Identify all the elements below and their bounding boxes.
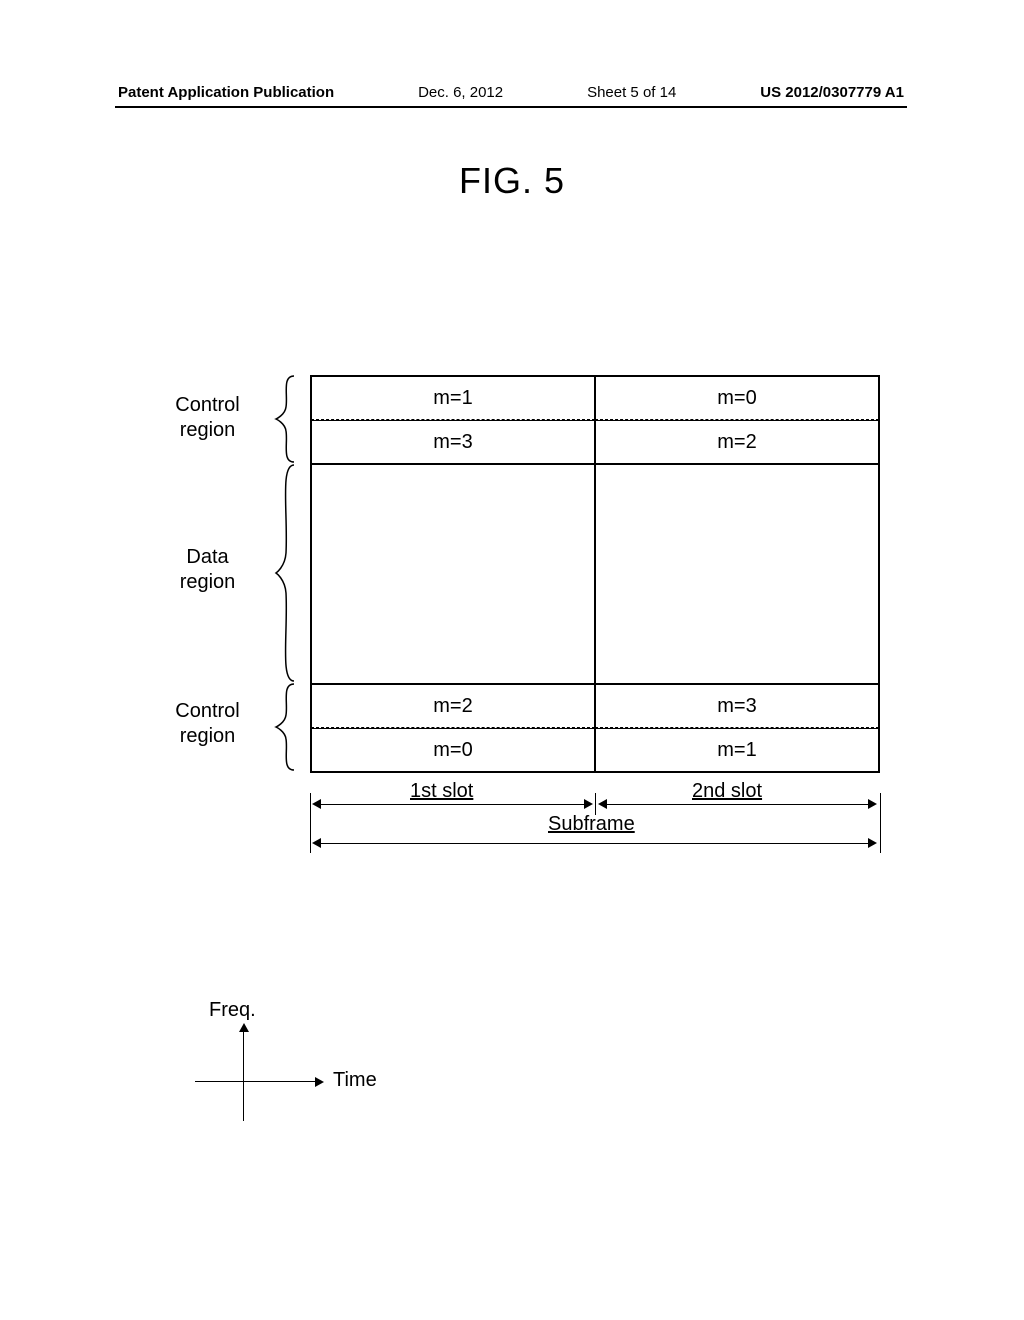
cell-m2-slot2: m=2 [595, 420, 879, 464]
cell-m2-slot1b: m=2 [311, 684, 595, 728]
brace-bottom-control [270, 683, 298, 771]
page-header: Patent Application Publication Dec. 6, 2… [0, 84, 1024, 101]
data-slot1 [311, 464, 595, 684]
bottom-control-row-2: m=0 m=1 [311, 728, 879, 772]
slot1-label: 1st slot [410, 780, 473, 803]
axis-right-arrow [315, 1077, 324, 1087]
label-top-control: Controlregion [150, 393, 265, 443]
cell-m3-slot1: m=3 [311, 420, 595, 464]
axis-legend: Freq. Time [195, 1005, 395, 1135]
cell-m0-slot1b: m=0 [311, 728, 595, 772]
brace-data [270, 463, 298, 683]
tick-left [310, 793, 311, 815]
subframe-arrow-row: Subframe [310, 813, 880, 857]
cell-m3-slot2b: m=3 [595, 684, 879, 728]
data-slot2 [595, 464, 879, 684]
brace-top-control [270, 375, 298, 463]
label-data-region: Dataregion [150, 545, 265, 595]
header-publication-type: Patent Application Publication [118, 84, 334, 101]
cell-m1-slot2b: m=1 [595, 728, 879, 772]
subframe-arrow-right [868, 838, 877, 848]
slot1-line [320, 804, 586, 805]
top-control-row-1: m=1 m=0 [311, 376, 879, 420]
axis-freq-label: Freq. [209, 999, 256, 1022]
slot2-line [606, 804, 870, 805]
slot2-arrow-right [868, 799, 877, 809]
figure-title: FIG. 5 [0, 160, 1024, 202]
axis-vertical [243, 1029, 244, 1121]
axis-horizontal [195, 1081, 317, 1082]
slot-arrow-row: 1st slot 2nd slot [310, 775, 880, 815]
cell-m1-slot1: m=1 [311, 376, 595, 420]
bottom-control-row-1: m=2 m=3 [311, 684, 879, 728]
label-bottom-control: Controlregion [150, 699, 265, 749]
header-date: Dec. 6, 2012 [418, 84, 503, 101]
resource-grid: m=1 m=0 m=3 m=2 m=2 m=3 m=0 m=1 [310, 375, 880, 773]
axis-time-label: Time [333, 1069, 377, 1092]
subframe-tick-right [880, 813, 881, 853]
tick-right [880, 793, 881, 815]
subframe-tick-left [310, 813, 311, 853]
header-rule [115, 106, 907, 108]
header-sheet: Sheet 5 of 14 [587, 84, 676, 101]
header-pub-number: US 2012/0307779 A1 [760, 84, 904, 101]
cell-m0-slot2: m=0 [595, 376, 879, 420]
top-control-row-2: m=3 m=2 [311, 420, 879, 464]
subframe-line [320, 843, 870, 844]
slot2-label: 2nd slot [692, 780, 762, 803]
slot1-arrow-right [584, 799, 593, 809]
tick-mid [595, 793, 596, 815]
data-region-row [311, 464, 879, 684]
subframe-label: Subframe [548, 813, 635, 836]
